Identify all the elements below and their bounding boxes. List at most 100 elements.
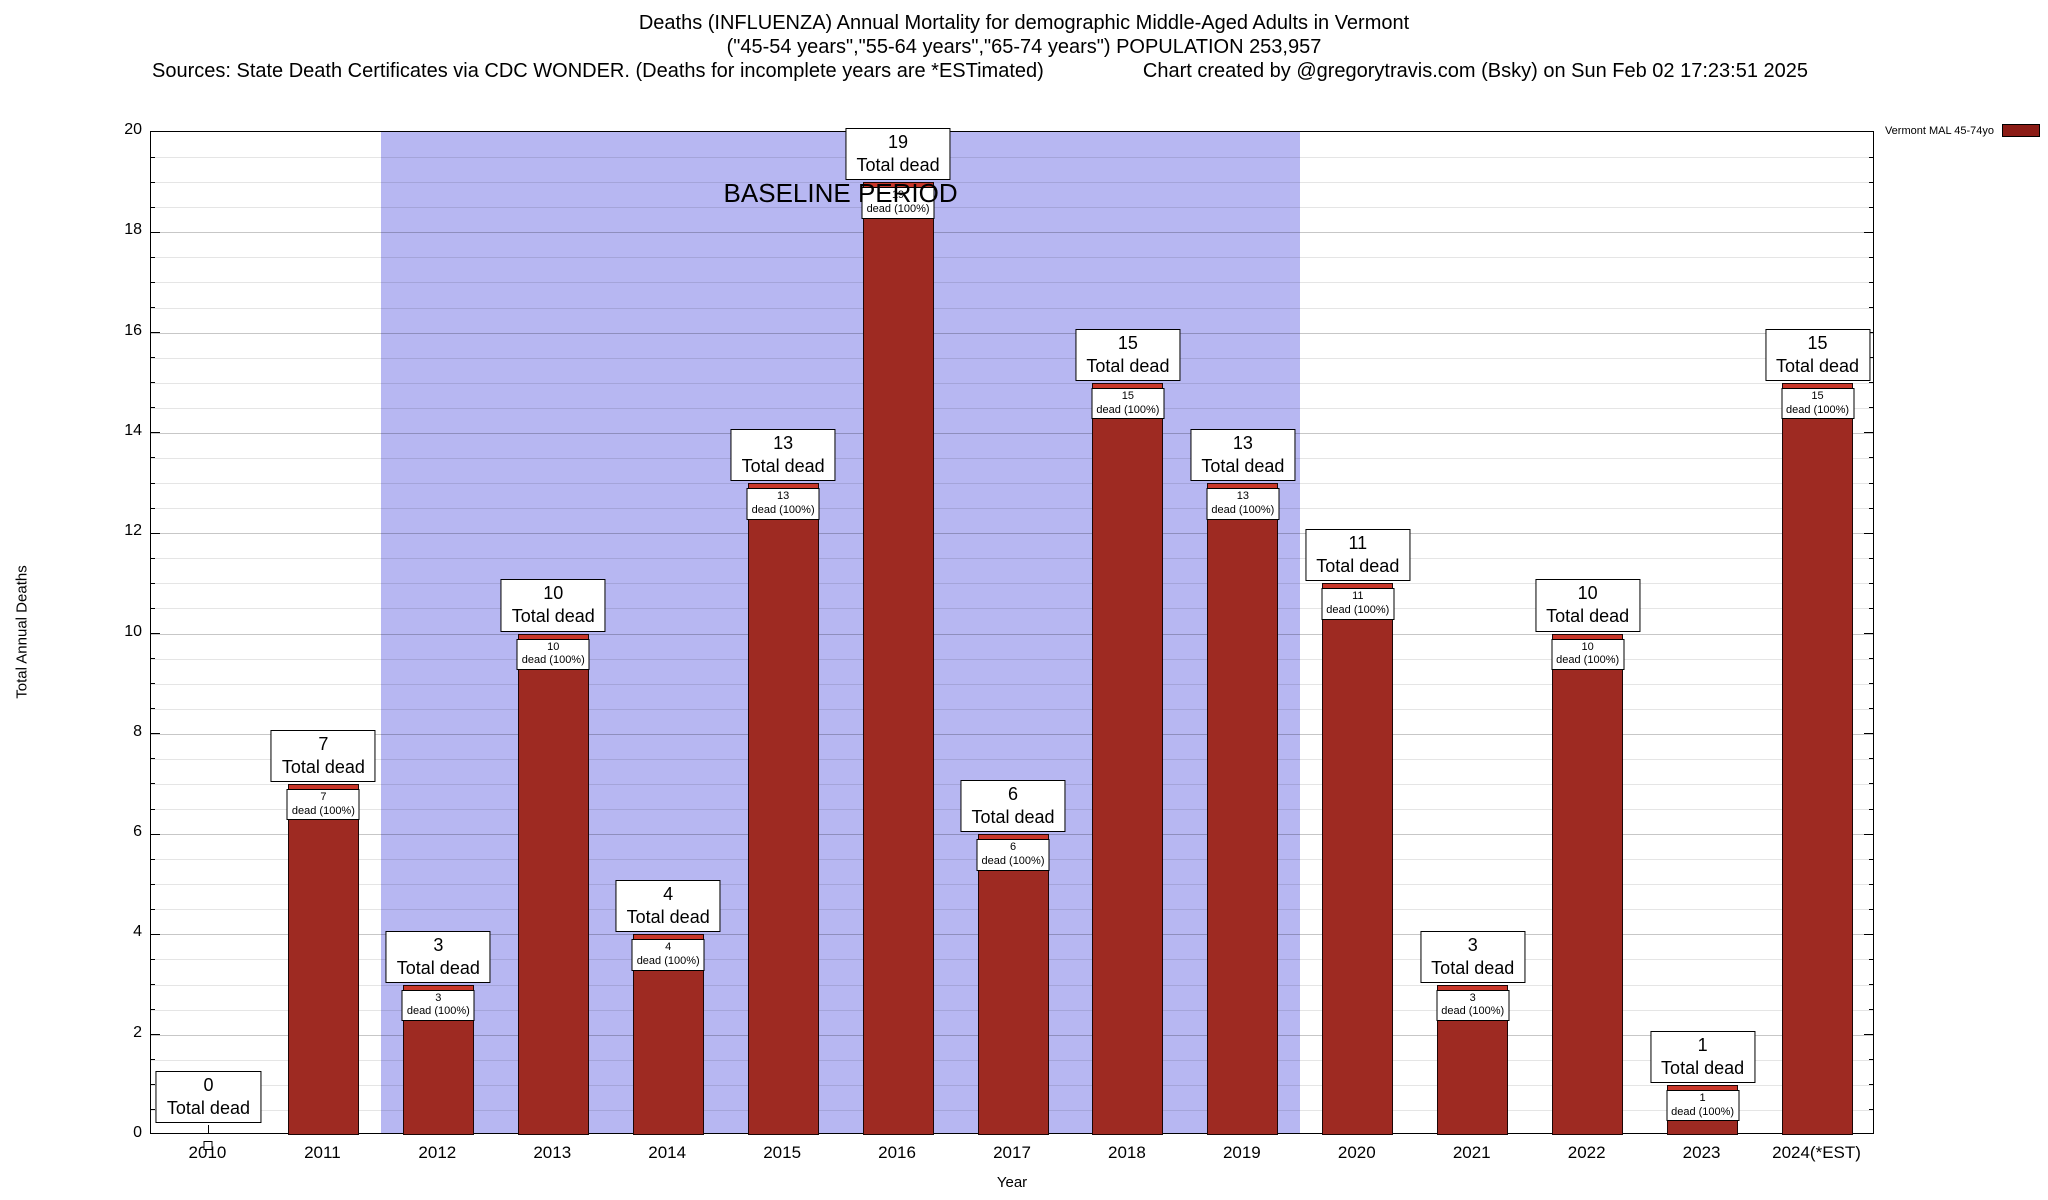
y-tick-mark [151,231,160,233]
y-minor-tick-mark [151,307,155,309]
y-minor-tick-mark [1869,507,1873,509]
y-minor-tick-mark [1869,482,1873,484]
y-tick-label: 20 [124,121,142,138]
gridline-minor [151,182,1873,184]
bar-sublabel-2011: 7 dead (100%) [286,788,360,821]
bar-cap [1093,383,1163,390]
y-minor-tick-mark [151,206,155,208]
y-minor-tick-mark [151,407,155,409]
bar-cap [748,484,818,491]
bar-label-2017: 6 Total dead [960,780,1066,833]
y-minor-tick-mark [1869,1084,1873,1086]
y-tick-mark [1864,1034,1873,1036]
y-tick-label: 0 [133,1124,142,1141]
bar-sublabel-2018: 15 dead (100%) [1091,387,1165,420]
y-minor-tick-mark [1869,1009,1873,1011]
gridline-minor [151,257,1873,259]
y-tick-label: 6 [133,823,142,841]
y-tick-label: 16 [124,321,142,339]
gridline-minor [151,157,1873,159]
y-minor-tick-mark [151,908,155,910]
y-minor-tick-mark [1869,1059,1873,1061]
y-minor-tick-mark [151,582,155,584]
y-tick-mark [151,1034,160,1036]
y-minor-tick-mark [1869,256,1873,258]
y-minor-tick-mark [1869,883,1873,885]
y-minor-tick-mark [151,357,155,359]
x-tick-label-2019: 2019 [1222,1143,1261,1162]
bar-sublabel-2021: 3 dead (100%) [1436,989,1510,1022]
bar-cap [1208,484,1278,491]
y-minor-tick-mark [151,658,155,660]
x-tick-label-2024(*EST): 2024(*EST) [1772,1143,1861,1162]
y-tick-mark [1864,432,1873,434]
gridline-minor [151,608,1873,610]
gridline-major [151,332,1873,334]
y-minor-tick-mark [1869,708,1873,710]
bar-2013 [517,633,589,1135]
bar-sublabel-2014: 4 dead (100%) [631,939,705,971]
y-tick-mark [1864,633,1873,634]
y-minor-tick-mark [151,256,155,258]
gridline-major [151,232,1873,234]
gridline-major [151,633,1873,635]
zero-marker-2010 [203,1141,213,1150]
y-tick-label: 12 [124,522,142,540]
y-minor-tick-mark [151,1109,155,1111]
y-tick-label: 4 [133,923,142,941]
bar-label-2022: 10 Total dead [1535,579,1641,632]
y-minor-tick-mark [151,181,155,183]
x-tick-label-2011: 2011 [304,1143,341,1162]
bar-label-2019: 13 Total dead [1190,429,1296,482]
bar-cap [1438,985,1508,992]
gridline-minor [151,483,1873,485]
bar-2020 [1322,583,1394,1135]
chart-sources-line: Sources: State Death Certificates via CD… [152,60,1808,83]
y-minor-tick-mark [1869,382,1873,384]
y-tick-mark [1864,933,1873,935]
bar-sublabel-2015: 13 dead (100%) [746,488,820,520]
gridline-minor [151,683,1873,685]
bar-cap [1323,584,1393,591]
y-minor-tick-mark [151,783,155,785]
y-minor-tick-mark [1869,783,1873,785]
bar-label-2023: 1 Total dead [1650,1030,1756,1083]
gridline-minor [151,307,1873,309]
y-tick-label: 10 [124,622,142,640]
bar-label-2012: 3 Total dead [385,930,491,983]
x-tick-label-2013: 2013 [533,1143,572,1162]
gridline-minor [151,207,1873,209]
y-minor-tick-mark [1869,908,1873,910]
y-tick-mark [151,833,160,835]
sources-text: Sources: State Death Certificates via CD… [152,60,1044,82]
y-tick-mark [151,432,160,434]
y-minor-tick-mark [151,1009,155,1011]
x-tick-label-2017: 2017 [993,1143,1031,1162]
bar-cap [288,784,358,791]
y-minor-tick-mark [151,156,155,158]
y-minor-tick-mark [151,958,155,960]
x-tick-label-2014: 2014 [648,1143,687,1162]
y-tick-label: 8 [133,722,142,740]
bar-2018 [1092,382,1164,1135]
gridline-minor [151,558,1873,560]
gridline-major [151,533,1873,535]
y-tick-label: 18 [124,221,142,239]
gridline-major [151,432,1873,434]
bar-2015 [747,483,819,1135]
y-minor-tick-mark [151,1084,155,1086]
y-minor-tick-mark [1869,808,1873,810]
x-tick-label-2010: 2010 [188,1143,227,1162]
x-tick-label-2021: 2021 [1452,1143,1491,1162]
bar-sublabel-2024(*EST): 15 dead (100%) [1781,387,1855,420]
gridline-minor [151,407,1873,409]
bar-cap [518,634,588,641]
gridline-minor [151,357,1873,359]
y-minor-tick-mark [151,1059,155,1061]
x-tick-label-2015: 2015 [763,1143,802,1162]
gridline-minor [151,758,1873,760]
bar-cap [1783,383,1853,390]
bar-label-2024(*EST): 15 Total dead [1764,328,1871,381]
bar-2017 [977,834,1049,1135]
bar-2016 [862,182,934,1135]
